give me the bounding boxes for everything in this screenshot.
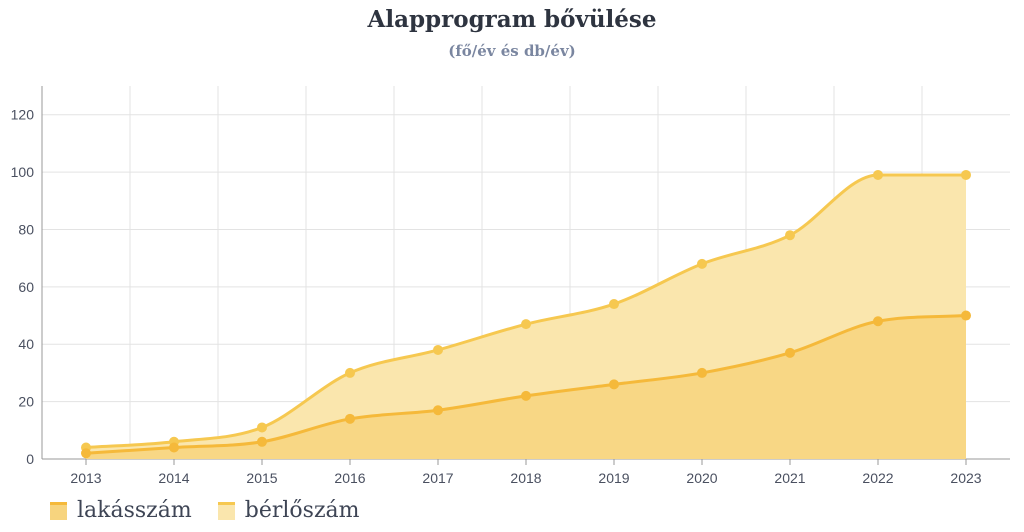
x-tick-label: 2020 bbox=[686, 470, 717, 486]
area-0 bbox=[86, 315, 966, 459]
y-tick-label: 80 bbox=[18, 221, 34, 237]
x-tick-label: 2018 bbox=[510, 470, 541, 486]
y-tick-label: 100 bbox=[11, 164, 35, 180]
x-tick-label: 2015 bbox=[246, 470, 277, 486]
data-point bbox=[169, 442, 179, 453]
x-tick-label: 2016 bbox=[334, 470, 365, 486]
data-point bbox=[609, 379, 619, 390]
data-point bbox=[961, 310, 971, 321]
chart-title: Alapprogram bővülése bbox=[367, 6, 657, 33]
x-tick-label: 2017 bbox=[422, 470, 453, 486]
x-tick-label: 2022 bbox=[862, 470, 893, 486]
data-point bbox=[873, 316, 883, 327]
y-tick-label: 120 bbox=[11, 107, 35, 123]
legend-swatch bbox=[50, 501, 67, 520]
y-tick-label: 20 bbox=[18, 394, 34, 410]
legend-swatch bbox=[217, 501, 235, 520]
data-point bbox=[345, 413, 355, 424]
legend: lakásszám bérlőszám bbox=[50, 498, 360, 523]
data-point bbox=[345, 367, 355, 378]
x-tick-label: 2021 bbox=[774, 470, 805, 486]
legend-item-lakasszam[interactable]: lakásszám bbox=[50, 498, 192, 523]
data-point bbox=[81, 448, 91, 459]
x-tick-label: 2014 bbox=[158, 470, 189, 486]
data-point bbox=[433, 405, 443, 416]
y-tick-label: 60 bbox=[18, 279, 34, 295]
data-point bbox=[521, 390, 531, 401]
x-tick-label: 2019 bbox=[598, 470, 629, 486]
data-point bbox=[697, 258, 707, 269]
data-point bbox=[785, 347, 795, 358]
legend-item-berloszam[interactable]: bérlőszám bbox=[217, 498, 360, 523]
data-point bbox=[961, 169, 971, 180]
data-point bbox=[609, 299, 619, 310]
x-tick-label: 2013 bbox=[70, 470, 101, 486]
y-tick-label: 40 bbox=[18, 336, 34, 352]
data-point bbox=[257, 422, 267, 433]
legend-label: bérlőszám bbox=[244, 498, 360, 523]
y-tick-label: 0 bbox=[26, 451, 34, 467]
data-point bbox=[257, 436, 267, 447]
chart-subtitle: (fő/év és db/év) bbox=[448, 42, 576, 60]
data-point bbox=[785, 230, 795, 241]
data-point bbox=[873, 169, 883, 180]
data-point bbox=[697, 367, 707, 378]
legend-label: lakásszám bbox=[77, 498, 192, 523]
data-point bbox=[521, 319, 531, 330]
x-tick-label: 2023 bbox=[950, 470, 981, 486]
data-point bbox=[433, 344, 443, 355]
